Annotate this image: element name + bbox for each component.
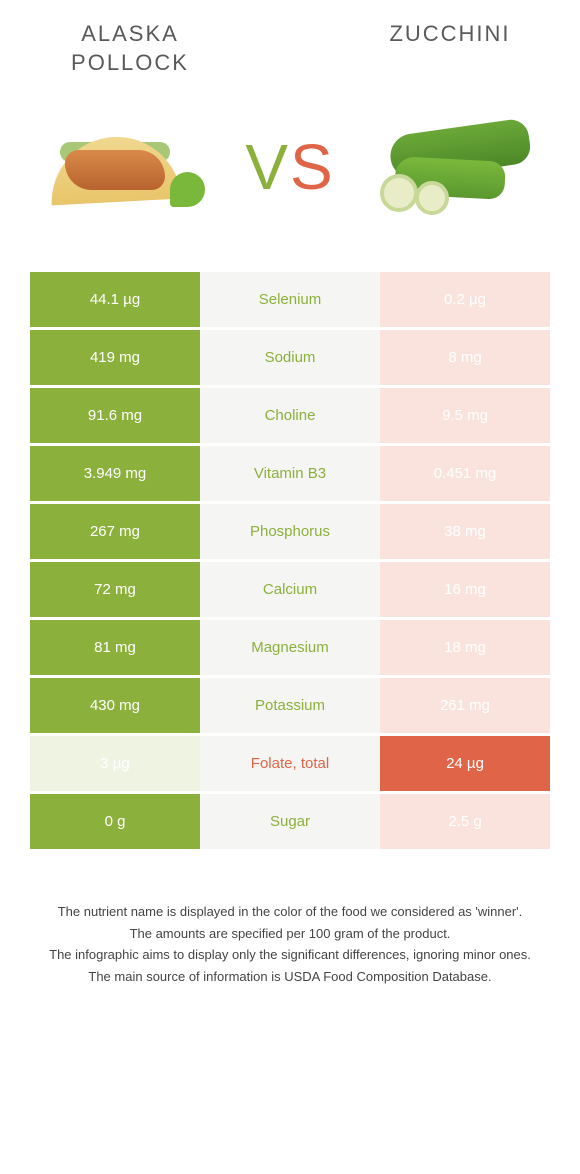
table-row: 91.6 mgCholine9.5 mg [30,388,550,446]
left-value-cell: 419 mg [30,330,200,385]
left-value-cell: 0 g [30,794,200,849]
right-value-cell: 0.451 mg [380,446,550,501]
left-value-cell: 3 µg [30,736,200,791]
right-value-cell: 8 mg [380,330,550,385]
left-value-cell: 72 mg [30,562,200,617]
nutrient-name-cell: Phosphorus [200,504,380,559]
nutrient-table: 44.1 µgSelenium0.2 µg419 mgSodium8 mg91.… [30,272,550,852]
nutrient-name-cell: Magnesium [200,620,380,675]
nutrient-name-cell: Choline [200,388,380,443]
table-row: 72 mgCalcium16 mg [30,562,550,620]
nutrient-name-cell: Potassium [200,678,380,733]
right-value-cell: 18 mg [380,620,550,675]
table-row: 81 mgMagnesium18 mg [30,620,550,678]
footnote-line: The amounts are specified per 100 gram o… [30,924,550,944]
right-food-title: Zucchini [350,20,550,77]
left-food-title: Alaska pollock [30,20,230,77]
table-row: 267 mgPhosphorus38 mg [30,504,550,562]
vs-letter-v: V [245,130,290,204]
right-value-cell: 0.2 µg [380,272,550,327]
nutrient-name-cell: Calcium [200,562,380,617]
vs-label: VS [245,130,334,204]
footnote-line: The main source of information is USDA F… [30,967,550,987]
nutrient-name-cell: Folate, total [200,736,380,791]
footnotes: The nutrient name is displayed in the co… [30,902,550,986]
zucchini-icon [375,117,545,217]
footnote-line: The infographic aims to display only the… [30,945,550,965]
right-value-cell: 9.5 mg [380,388,550,443]
left-value-cell: 44.1 µg [30,272,200,327]
left-food-image [30,112,210,222]
table-row: 3.949 mgVitamin B30.451 mg [30,446,550,504]
left-value-cell: 267 mg [30,504,200,559]
table-row: 3 µgFolate, total24 µg [30,736,550,794]
left-value-cell: 81 mg [30,620,200,675]
vs-letter-s: S [290,130,335,204]
right-value-cell: 24 µg [380,736,550,791]
hero-row: VS [30,102,550,232]
nutrient-name-cell: Sugar [200,794,380,849]
nutrient-name-cell: Sodium [200,330,380,385]
nutrient-name-cell: Vitamin B3 [200,446,380,501]
right-value-cell: 16 mg [380,562,550,617]
right-value-cell: 38 mg [380,504,550,559]
table-row: 430 mgPotassium261 mg [30,678,550,736]
table-row: 44.1 µgSelenium0.2 µg [30,272,550,330]
left-value-cell: 91.6 mg [30,388,200,443]
right-food-image [370,112,550,222]
taco-icon [45,132,195,202]
title-row: Alaska pollock Zucchini [30,20,550,77]
left-value-cell: 3.949 mg [30,446,200,501]
footnote-line: The nutrient name is displayed in the co… [30,902,550,922]
left-value-cell: 430 mg [30,678,200,733]
right-value-cell: 2.5 g [380,794,550,849]
table-row: 419 mgSodium8 mg [30,330,550,388]
nutrient-name-cell: Selenium [200,272,380,327]
table-row: 0 gSugar2.5 g [30,794,550,852]
right-value-cell: 261 mg [380,678,550,733]
